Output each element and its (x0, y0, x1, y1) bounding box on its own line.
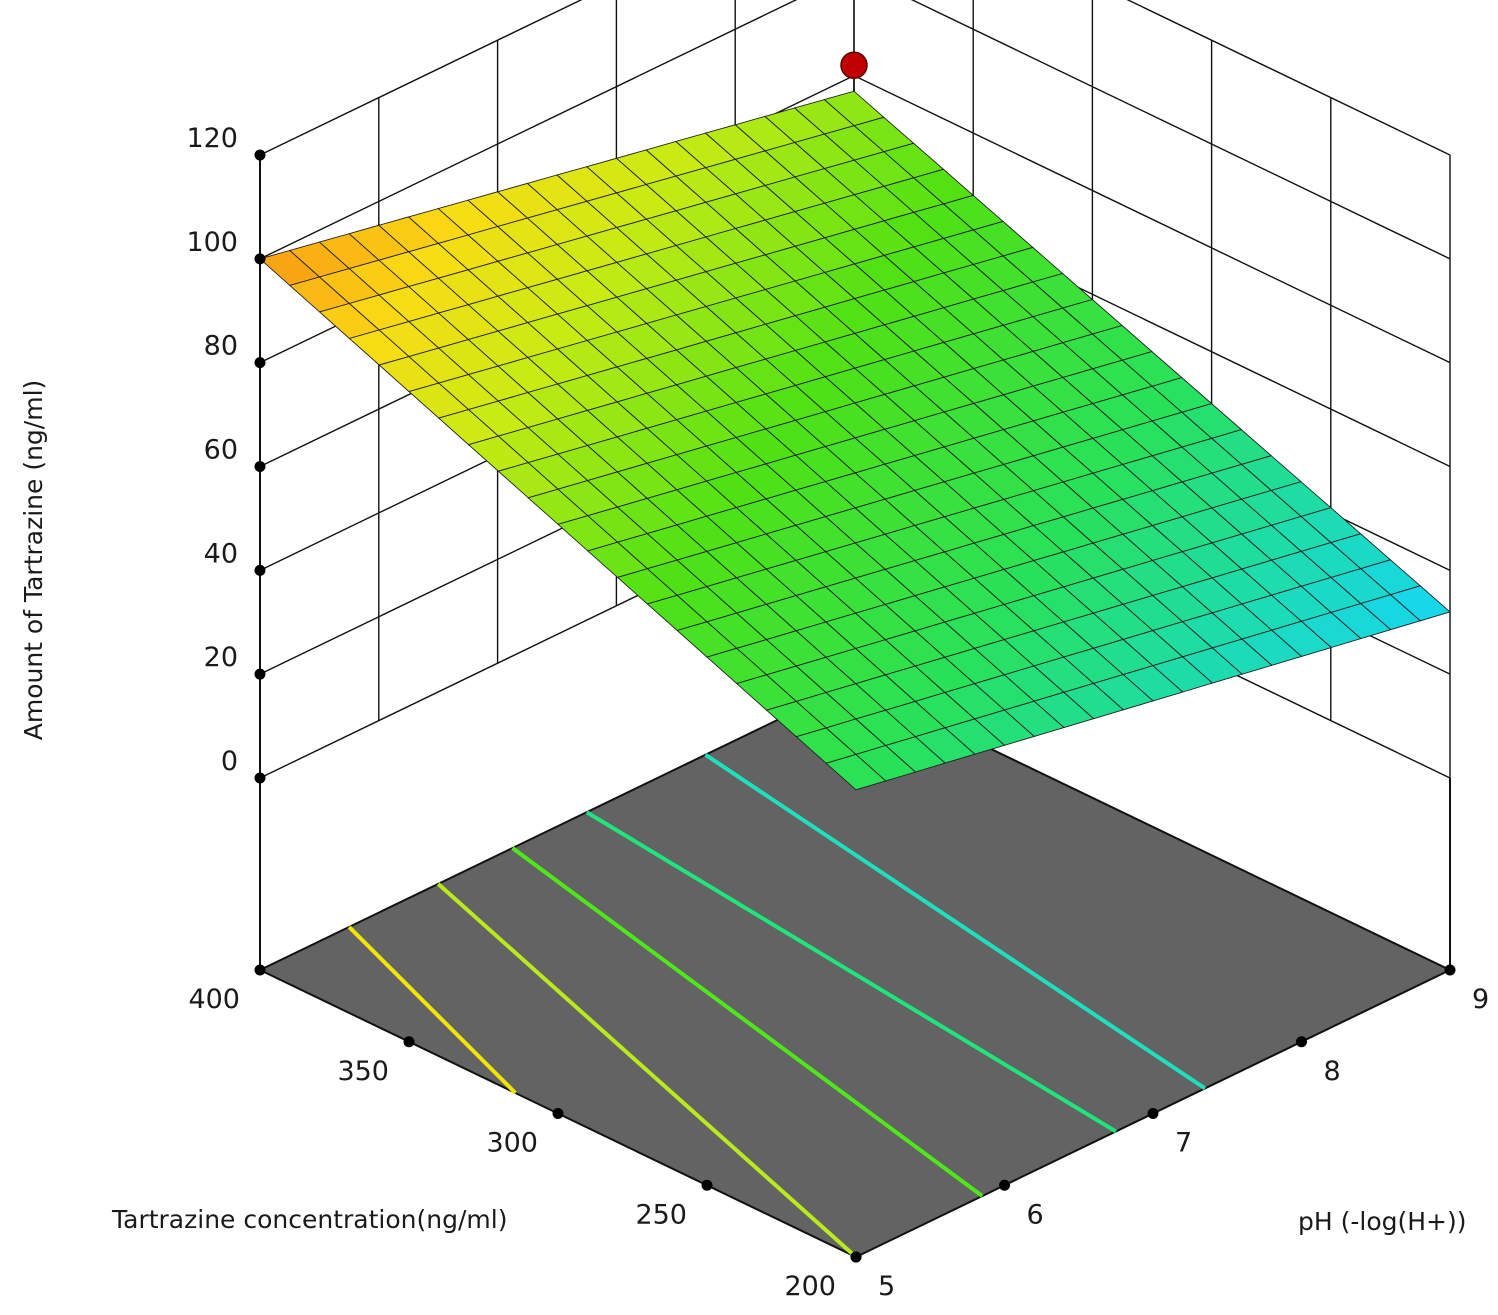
y-tick-dot (850, 1251, 862, 1263)
contour-line (585, 810, 1117, 1134)
x-tick-label: 8 (1324, 1056, 1341, 1087)
x-axis-title: pH (-log(H+)) (1298, 1207, 1467, 1236)
design-point (840, 51, 868, 80)
y-tick-dot (403, 1036, 415, 1048)
contour-line (347, 925, 517, 1095)
y-tick-dot (254, 964, 266, 976)
x-tick-label: 5 (878, 1271, 895, 1302)
z-tick-label: 80 (204, 331, 238, 362)
z-tick-label: 40 (204, 538, 238, 569)
x-tick-dot (1296, 1036, 1307, 1048)
y-tick-dot (552, 1108, 564, 1119)
x-tick-dot (999, 1179, 1010, 1191)
tick-labels: 0 20 40 60 80 100 120 5 6 7 8 9 200 250 300 350 400 (186, 123, 1489, 1302)
z-tick-dot (254, 772, 266, 784)
z-tick-label: 0 (221, 746, 238, 777)
z-tick-dot (254, 253, 266, 265)
surface-cell (825, 753, 887, 791)
contour-line (436, 882, 858, 1259)
z-tick-label: 120 (186, 123, 238, 154)
z-tick-label: 60 (204, 435, 238, 466)
x-tick-label: 7 (1175, 1128, 1192, 1159)
wall-grid-line (910, 0, 1451, 260)
x-tick-dot (1147, 1108, 1159, 1119)
wall-grid-line (1126, 0, 1451, 156)
x-tick-label: 9 (1472, 984, 1489, 1015)
wall-grid-line (259, 0, 798, 260)
axes (254, 149, 1456, 1263)
y-tick-label: 300 (486, 1128, 538, 1159)
response-surface (259, 90, 1451, 791)
z-tick-dot (254, 668, 266, 680)
design-point-group (840, 51, 868, 92)
contour-line (704, 753, 1207, 1091)
y-tick-dot (701, 1179, 713, 1191)
z-axis-title: Amount of Tartrazine (ng/ml) (19, 380, 48, 741)
z-tick-label: 20 (204, 642, 238, 673)
y-tick-label: 350 (337, 1056, 389, 1087)
floor-contours (347, 753, 1207, 1259)
wall-grid-line (259, 0, 583, 156)
x-tick-label: 6 (1027, 1199, 1044, 1230)
wall-grid-line (853, 75, 1451, 364)
z-tick-dot (254, 357, 266, 369)
z-tick-dot (254, 564, 266, 576)
y-tick-label: 200 (784, 1271, 836, 1302)
y-axis-title: Tartrazine concentration(ng/ml) (111, 1205, 507, 1234)
contour-line (511, 846, 984, 1198)
z-tick-dot (254, 461, 266, 472)
x-tick-dot (1444, 964, 1456, 976)
z-tick-dot (254, 149, 266, 161)
z-tick-label: 100 (186, 227, 238, 258)
y-tick-label: 400 (188, 984, 240, 1015)
y-tick-label: 250 (635, 1199, 687, 1230)
